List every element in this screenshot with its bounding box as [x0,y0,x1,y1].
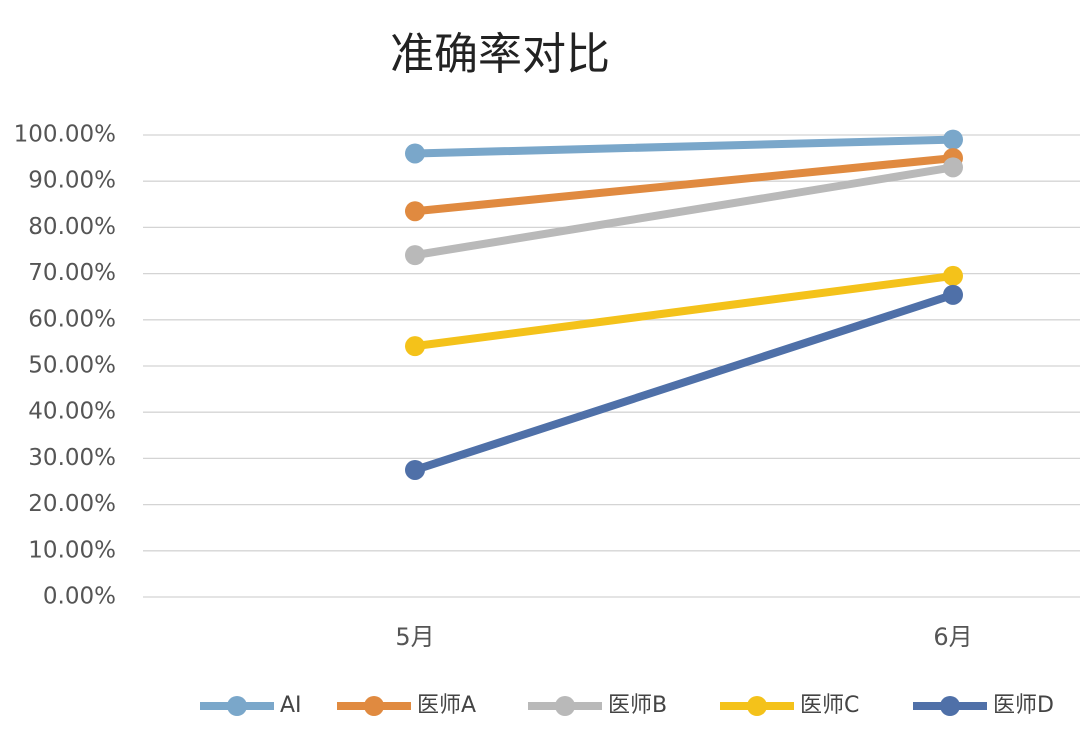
y-tick-label: 40.00% [28,399,116,425]
y-tick-label: 30.00% [28,445,116,471]
y-tick-label: 100.00% [14,122,116,148]
x-tick-label: 5月 [395,623,434,651]
data-point [405,201,425,222]
data-point [943,129,963,150]
y-tick-label: 60.00% [28,306,116,332]
y-tick-label: 0.00% [43,584,116,610]
data-point [943,284,963,305]
y-tick-label: 50.00% [28,353,116,379]
data-point [405,143,425,164]
legend-swatch-marker [940,696,960,716]
legend-label: 医师B [608,693,667,718]
data-point [943,265,963,286]
data-point [405,459,425,480]
series-line [411,135,957,158]
data-point [405,336,425,357]
chart-title: 准确率对比 [390,29,610,80]
legend-label: 医师A [417,693,476,718]
series-line [411,290,957,474]
series-line [411,271,957,351]
y-tick-label: 90.00% [28,168,116,194]
legend-label: 医师C [800,693,859,718]
legend-label: AI [280,693,302,718]
y-tick-label: 20.00% [28,491,116,517]
y-tick-label: 10.00% [28,537,116,563]
data-point [405,245,425,266]
data-point [943,157,963,178]
legend-label: 医师D [993,693,1054,718]
legend-swatch-marker [364,696,384,716]
legend-swatch-marker [227,696,247,716]
legend-swatch-marker [747,696,767,716]
x-tick-label: 6月 [933,623,972,651]
legend-swatch-marker [555,696,575,716]
series-line [411,154,957,216]
series-line [411,163,957,260]
y-tick-label: 80.00% [28,214,116,240]
y-tick-label: 70.00% [28,260,116,286]
